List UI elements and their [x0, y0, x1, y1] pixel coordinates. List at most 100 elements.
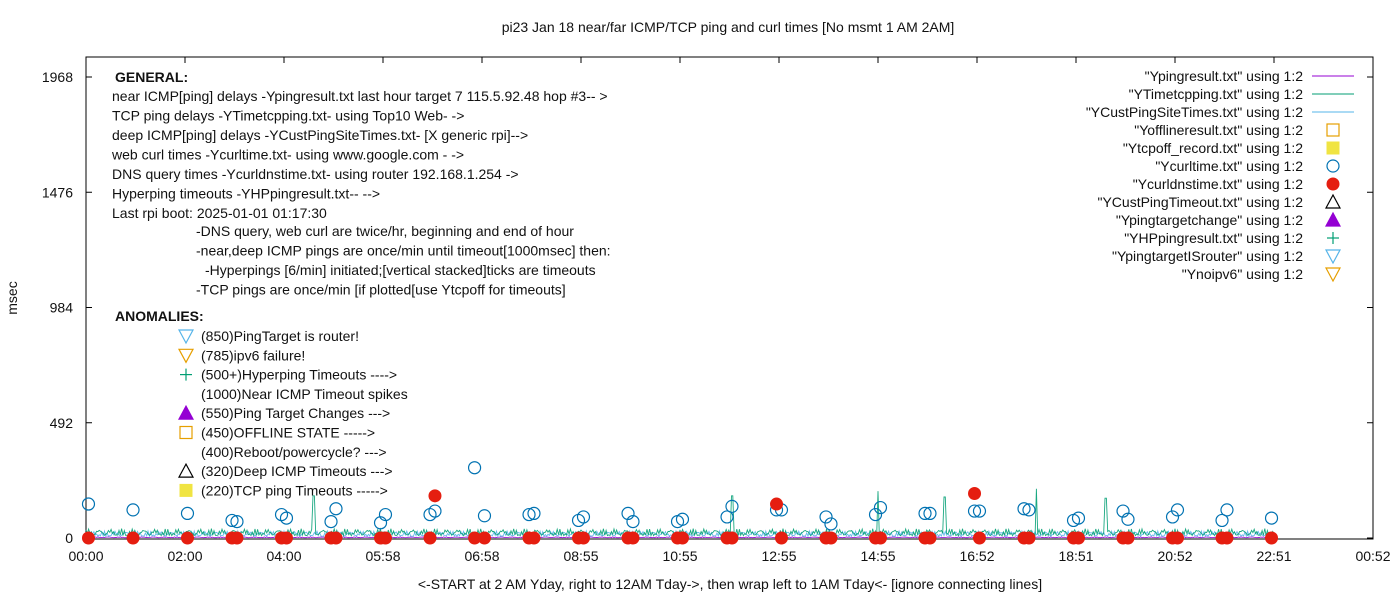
general-note: -DNS query, web curl are twice/hr, begin… — [196, 223, 574, 239]
series-1-point — [1265, 531, 1279, 545]
series-1-point — [1220, 531, 1234, 545]
legend-swatch — [1326, 141, 1340, 155]
general-line: Hyperping timeouts -YHPpingresult.txt-- … — [112, 186, 380, 202]
anomaly-line: (500+)Hyperping Timeouts ----> — [201, 367, 397, 383]
series-0-point — [824, 517, 838, 531]
series-1-point — [180, 531, 194, 545]
series-1-point — [1170, 531, 1184, 545]
x-tick-label: 08:55 — [563, 548, 598, 564]
x-tick-label: 20:52 — [1157, 548, 1192, 564]
series-1-point — [477, 531, 491, 545]
series-0-point — [868, 507, 883, 522]
legend: "Ypingresult.txt" using 1:2 "YTimetcpping… — [1086, 68, 1354, 283]
series-0-point — [1220, 503, 1234, 517]
series-1-point — [329, 531, 343, 545]
series-0-point — [923, 506, 937, 521]
x-tick-label: 00:52 — [1355, 548, 1390, 564]
general-note: -Hyperpings [6/min] initiated;[vertical … — [205, 262, 596, 278]
legend-label: "Ypingtargetchange" using 1:2 — [1116, 212, 1303, 228]
series-0-point — [1264, 511, 1279, 525]
general-header: GENERAL: — [115, 69, 188, 85]
general-line: near ICMP[ping] delays -Ypingresult.txt … — [112, 88, 608, 104]
legend-label: "YCustPingSiteTimes.txt" using 1:2 — [1086, 104, 1303, 120]
x-tick-label: 12:55 — [761, 548, 796, 564]
series-0-point — [725, 499, 739, 513]
legend-swatch — [1326, 123, 1340, 137]
series-0-point — [527, 506, 541, 521]
series-0-point — [1215, 513, 1229, 528]
series-0-point — [1071, 511, 1086, 525]
anomaly-marker — [179, 425, 193, 440]
series-0-point — [180, 506, 195, 521]
series-1-point — [378, 531, 392, 545]
series-0-point — [126, 503, 140, 517]
legend-swatch — [1324, 267, 1342, 283]
anomaly-line: (1000)Near ICMP Timeout spikes — [201, 386, 408, 402]
general-note: -near,deep ICMP pings are once/min until… — [196, 243, 611, 259]
series-0-point — [225, 513, 239, 528]
series-0-point — [230, 515, 244, 529]
series-0-point — [81, 497, 96, 511]
series-0-point — [428, 504, 442, 518]
legend-label: "YHPpingresult.txt" using 1:2 — [1124, 230, 1303, 246]
general-notes: -DNS query, web curl are twice/hr, begin… — [196, 223, 611, 298]
series-0-point — [972, 504, 987, 518]
series-0-point — [873, 500, 888, 515]
legend-label: "YTimetcpping.txt" using 1:2 — [1129, 86, 1304, 102]
general-line: DNS query times -Ycurldnstime.txt- using… — [112, 166, 519, 182]
series-1-point — [230, 531, 244, 545]
x-tick-label: 22:51 — [1256, 548, 1291, 564]
series-1-point — [824, 531, 838, 545]
anomaly-line: (850)PingTarget is router! — [201, 328, 359, 344]
general-line: deep ICMP[ping] delays -YCustPingSiteTim… — [112, 127, 528, 143]
series-1-point — [626, 531, 640, 545]
y-tick-label: 1476 — [42, 184, 73, 200]
legend-swatch — [1324, 193, 1342, 209]
series-marks — [81, 461, 1279, 545]
legend-swatch — [1324, 211, 1342, 227]
legend-label: "Ycurltime.txt" using 1:2 — [1155, 158, 1303, 174]
series-0-point — [720, 510, 734, 524]
x-tick-label: 05:58 — [365, 548, 400, 564]
y-tick-label: 984 — [50, 300, 74, 316]
series-1-point — [81, 531, 95, 545]
anomaly-line: (785)ipv6 failure! — [201, 347, 305, 363]
series-0-point — [1116, 504, 1130, 518]
series-1-point — [1071, 531, 1085, 545]
series-1-point — [1022, 531, 1036, 545]
series-0-point — [329, 502, 343, 516]
series-0-point — [918, 506, 932, 521]
legend-label: "YCustPingTimeout.txt" using 1:2 — [1097, 194, 1303, 210]
x-tick-label: 00:00 — [68, 548, 103, 564]
x-tick-label: 10:55 — [662, 548, 697, 564]
series-1-point — [126, 531, 140, 545]
anomaly-marker — [177, 462, 195, 478]
series-1-point — [725, 531, 739, 545]
y-tick-label: 492 — [50, 415, 74, 431]
legend-label: "Ycurldnstime.txt" using 1:2 — [1133, 176, 1303, 192]
anomaly-line: (320)Deep ICMP Timeouts ---> — [201, 463, 393, 479]
x-tick-label: 02:00 — [167, 548, 202, 564]
series-0-point — [373, 516, 388, 530]
legend-label: "Ytcpoff_record.txt" using 1:2 — [1123, 140, 1303, 156]
chart-title: pi23 Jan 18 near/far ICMP/TCP ping and c… — [502, 19, 955, 35]
y-axis-label: msec — [4, 281, 20, 314]
series-0-point — [378, 507, 393, 522]
series-1-point — [428, 489, 442, 503]
series-1-point — [423, 531, 437, 545]
anomaly-list: (850)PingTarget is router! (785)ipv6 fail… — [177, 328, 408, 498]
series-0-point — [1017, 502, 1031, 516]
anomalies-header: ANOMALIES: — [115, 308, 204, 324]
series-1-point — [770, 497, 784, 511]
legend-label: "YpingtargetISrouter" using 1:2 — [1112, 248, 1303, 264]
legend-label: "Ynoipv6" using 1:2 — [1182, 266, 1303, 282]
anomaly-marker — [179, 483, 193, 497]
anomaly-marker — [180, 368, 192, 381]
series-1-point — [1121, 531, 1135, 545]
x-tick-label: 18:51 — [1058, 548, 1093, 564]
series-0-point — [522, 507, 536, 522]
annotations: GENERAL: near ICMP[ping] delays -Ypingre… — [111, 69, 611, 498]
series-0-point — [1022, 503, 1036, 517]
series-0-point — [626, 515, 640, 529]
